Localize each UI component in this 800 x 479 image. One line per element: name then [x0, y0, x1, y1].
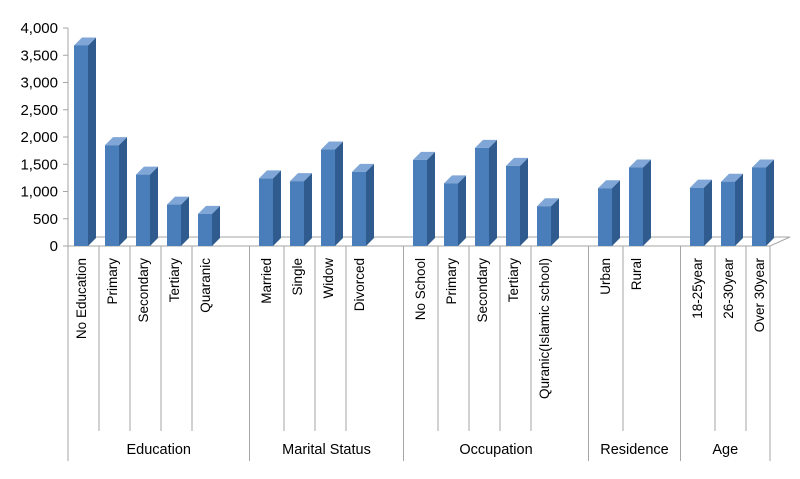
x-tick-label: Primary [444, 258, 459, 305]
bar-side [520, 157, 528, 246]
bar [167, 204, 181, 246]
x-tick-label: Urban [598, 258, 613, 295]
bar [290, 181, 304, 246]
x-tick-label: Quaranic [198, 258, 213, 313]
bar-side [766, 159, 774, 246]
bar-side [273, 170, 281, 246]
bar-top [167, 196, 189, 205]
group-label: Residence [600, 442, 669, 458]
bar [629, 167, 643, 246]
bar-top [74, 37, 96, 46]
x-tick-label: Rural [629, 258, 644, 290]
bar-top [721, 173, 743, 182]
bar [752, 167, 766, 246]
bar-top [475, 139, 497, 148]
y-tick-label: 0 [50, 238, 58, 255]
bar-side [212, 205, 220, 246]
bar-side [335, 141, 343, 246]
x-tick-label: No Education [74, 258, 89, 339]
group-label: Age [712, 442, 738, 458]
bar-top [105, 137, 127, 146]
bar-top [321, 141, 343, 150]
bar-side [181, 196, 189, 246]
bar-top [352, 163, 374, 172]
x-tick-label: Quranic(Islamic school) [537, 258, 552, 399]
bar-top [198, 205, 220, 214]
y-tick-label: 2,000 [20, 129, 58, 146]
x-tick-label: Over 30year [752, 258, 767, 333]
bar-side [643, 159, 651, 246]
bar [721, 181, 735, 246]
y-tick-label: 1,500 [20, 156, 58, 173]
bar [690, 187, 704, 246]
bar [198, 213, 212, 246]
bar-side [704, 179, 712, 246]
bar-side [489, 139, 497, 246]
bar [506, 165, 520, 246]
group-label: Occupation [459, 442, 532, 458]
y-tick-label: 4,000 [20, 20, 58, 37]
bar-top [413, 151, 435, 160]
y-tick-label: 1,000 [20, 184, 58, 201]
bar-top [629, 159, 651, 168]
bar-top [136, 166, 158, 175]
x-tick-label: Widow [321, 258, 336, 299]
bar [259, 178, 273, 246]
x-tick-label: Divorced [352, 258, 367, 311]
x-tick-label: Tertiary [167, 258, 182, 303]
bar-top [537, 198, 559, 207]
group-label: Education [127, 442, 192, 458]
bar-side [427, 151, 435, 246]
x-tick-label: Single [290, 258, 305, 296]
bar-side [150, 166, 158, 246]
bar [598, 188, 612, 246]
x-tick-label: Secondary [475, 258, 490, 323]
x-tick-label: Married [259, 258, 274, 304]
y-tick-label: 500 [33, 211, 58, 228]
bar-side [458, 175, 466, 246]
bar-side [612, 180, 620, 246]
x-tick-label: Secondary [136, 258, 151, 323]
bar-side [551, 198, 559, 246]
bar-top [290, 173, 312, 182]
x-tick-label: 26-30year [721, 258, 736, 319]
bar [413, 159, 427, 246]
bar-side [88, 37, 96, 246]
bar-top [752, 159, 774, 168]
bar [136, 174, 150, 246]
group-label: Marital Status [282, 442, 371, 458]
bar-top [598, 180, 620, 189]
bar-top [259, 170, 281, 179]
x-tick-label: No School [413, 258, 428, 320]
bar [444, 183, 458, 246]
y-tick-label: 3,000 [20, 75, 58, 92]
x-tick-label: 18-25year [690, 258, 705, 319]
bar-side [119, 137, 127, 246]
bar-side [366, 163, 374, 246]
bar [321, 149, 335, 246]
bar [475, 147, 489, 246]
bar-side [304, 173, 312, 246]
bar [74, 45, 88, 246]
bar-top [506, 157, 528, 166]
bar [537, 206, 551, 246]
bar-top [690, 179, 712, 188]
y-tick-label: 2,500 [20, 102, 58, 119]
bar-top [444, 175, 466, 184]
x-tick-label: Primary [105, 258, 120, 305]
x-tick-label: Tertiary [506, 258, 521, 303]
bar-side [735, 173, 743, 246]
bar [105, 145, 119, 246]
y-tick-label: 3,500 [20, 47, 58, 64]
bar [352, 171, 366, 246]
